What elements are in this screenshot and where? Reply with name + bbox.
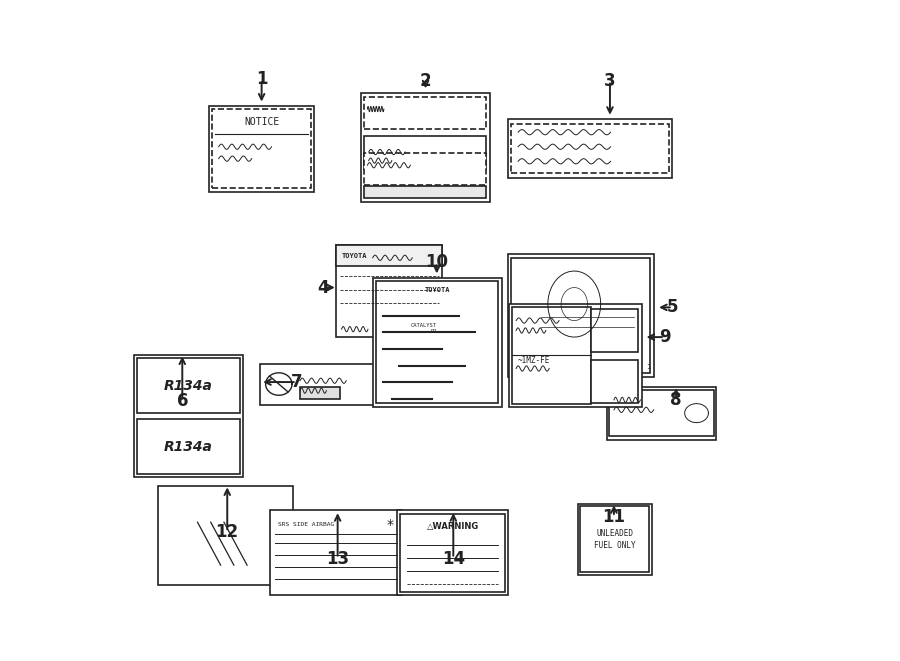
Text: 4: 4 — [318, 278, 328, 297]
Bar — [337, 245, 442, 337]
Bar — [580, 506, 649, 572]
Text: R134a: R134a — [164, 440, 213, 453]
Text: 14: 14 — [442, 549, 465, 568]
Bar — [364, 97, 486, 129]
Bar — [270, 510, 402, 595]
Bar — [361, 93, 490, 202]
Bar — [209, 106, 314, 192]
Text: 8: 8 — [670, 391, 682, 409]
Text: 7: 7 — [291, 373, 302, 391]
Text: 10: 10 — [426, 253, 448, 272]
Text: 9: 9 — [659, 328, 670, 346]
Bar — [397, 510, 508, 595]
Text: 11: 11 — [602, 508, 626, 526]
Text: 13: 13 — [326, 549, 349, 568]
Bar — [400, 514, 505, 592]
Bar — [158, 486, 293, 585]
Text: 5: 5 — [667, 298, 679, 317]
Text: *: * — [387, 518, 394, 532]
Bar — [364, 186, 486, 198]
Bar — [373, 278, 501, 407]
Bar — [337, 245, 442, 266]
Text: ~1MZ-FE: ~1MZ-FE — [518, 356, 551, 365]
Bar — [134, 355, 243, 477]
Text: 12: 12 — [216, 523, 239, 541]
Bar — [509, 304, 642, 407]
Bar — [376, 281, 499, 403]
Bar — [508, 119, 672, 178]
Text: 1: 1 — [646, 364, 651, 370]
Bar — [512, 307, 591, 404]
Bar — [138, 358, 239, 412]
Bar — [508, 254, 653, 377]
Text: R134a: R134a — [164, 379, 213, 393]
Text: △WARNING: △WARNING — [427, 522, 479, 531]
Text: PJ: PJ — [430, 329, 436, 334]
Bar — [511, 258, 651, 373]
Bar — [300, 387, 339, 399]
Bar — [260, 364, 384, 405]
Text: NOTICE: NOTICE — [244, 117, 279, 128]
Bar — [578, 504, 652, 575]
Text: TOYOTA: TOYOTA — [425, 286, 450, 293]
Bar — [511, 124, 670, 173]
Bar — [608, 387, 716, 440]
Text: 2: 2 — [419, 71, 431, 90]
Bar — [212, 109, 311, 188]
Text: SRS SIDE AIRBAG: SRS SIDE AIRBAG — [278, 522, 335, 527]
Bar — [591, 360, 638, 403]
Bar — [364, 136, 486, 169]
Bar — [364, 153, 486, 185]
Text: 3: 3 — [604, 71, 616, 90]
Text: 6: 6 — [176, 392, 188, 410]
Bar — [138, 419, 239, 474]
Bar — [609, 390, 715, 436]
Text: UNLEADED
FUEL ONLY: UNLEADED FUEL ONLY — [594, 529, 635, 550]
Text: TOYOTA: TOYOTA — [342, 253, 367, 260]
Bar — [591, 309, 638, 352]
Text: 1: 1 — [256, 70, 267, 89]
Text: CATALYST: CATALYST — [410, 323, 436, 328]
